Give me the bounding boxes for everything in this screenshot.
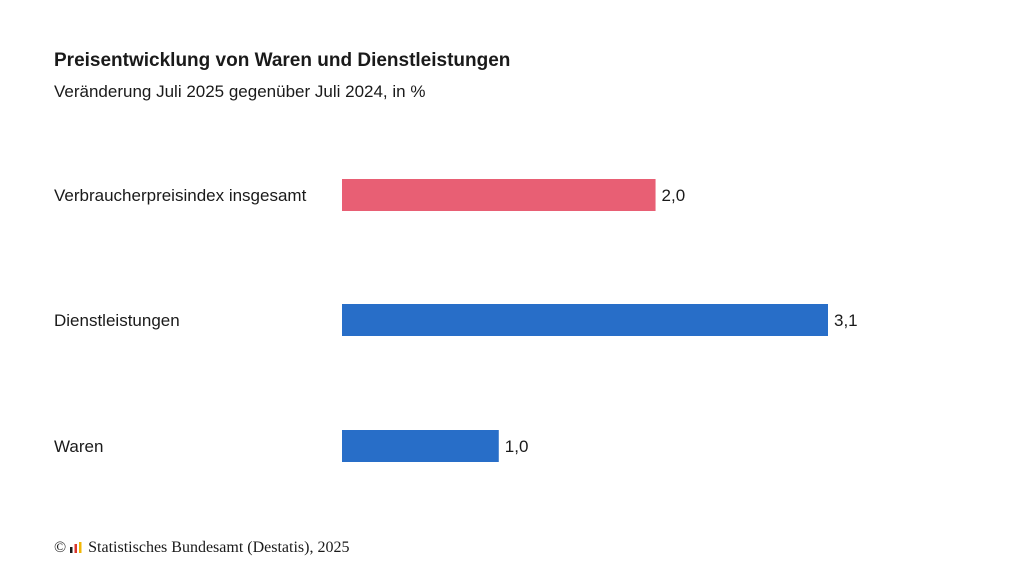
bar — [342, 179, 656, 211]
category-label: Dienstleistungen — [54, 311, 180, 330]
copyright-symbol: © — [54, 539, 67, 556]
bar — [342, 430, 499, 462]
chart-subtitle: Veränderung Juli 2025 gegenüber Juli 202… — [54, 82, 426, 101]
value-label: 2,0 — [662, 186, 686, 205]
value-label: 3,1 — [834, 311, 858, 330]
bar — [342, 304, 828, 336]
category-label: Verbraucherpreisindex insgesamt — [54, 186, 307, 205]
source-footer: © Statistisches Bundesamt (Destatis), 20… — [54, 539, 349, 557]
category-label: Waren — [54, 437, 103, 456]
source-text: Statistisches Bundesamt (Destatis), 2025 — [88, 539, 350, 556]
destatis-logo-icon — [70, 542, 82, 553]
chart-title: Preisentwicklung von Waren und Dienstlei… — [54, 50, 511, 71]
value-label: 1,0 — [505, 437, 529, 456]
